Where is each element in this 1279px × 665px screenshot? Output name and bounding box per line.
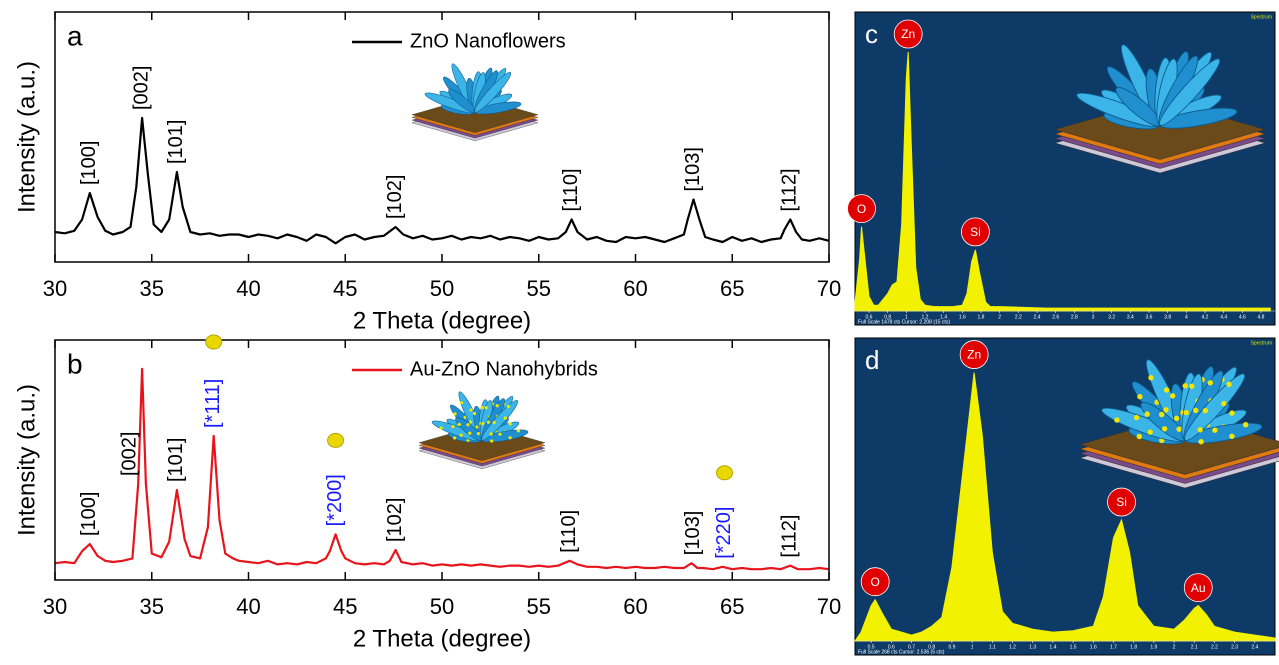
x-tick-label: 70: [817, 594, 841, 619]
x-tick-label: 3.4: [1127, 314, 1134, 320]
panel-label: d: [865, 345, 879, 375]
x-tick-label: 2: [1173, 644, 1176, 650]
x-tick-label: 4: [1185, 314, 1188, 320]
element-label: O: [857, 202, 866, 216]
x-tick-label: 70: [817, 276, 841, 301]
x-tick-label: 1.4: [1049, 644, 1056, 650]
peak-label: [102]: [384, 498, 406, 542]
x-tick-label: 2.3: [1231, 644, 1238, 650]
x-tick-label: 65: [720, 594, 744, 619]
panel-label: c: [865, 19, 878, 49]
x-tick-label: 1.2: [1009, 644, 1016, 650]
x-tick-label: 35: [140, 594, 164, 619]
peak-label: [002]: [119, 432, 141, 476]
peak-label: [100]: [78, 492, 100, 536]
gold-particle-icon: [717, 466, 733, 480]
x-tick-label: 2.2: [1015, 314, 1022, 320]
page: ZnO Nanoflowers 30 35 40 45 50 55 60 65 70 2 Theta…: [0, 0, 1279, 665]
peak-label: [101]: [165, 120, 187, 164]
panel-label: a: [67, 20, 83, 51]
x-tick-label: 50: [430, 276, 454, 301]
x-tick-label: 3.8: [1164, 314, 1171, 320]
x-tick-label: 4.2: [1202, 314, 1209, 320]
x-tick-label: 1.5: [1070, 644, 1077, 650]
x-tick-label: 2.4: [1034, 314, 1041, 320]
x-tick-label: 1.6: [1090, 644, 1097, 650]
x-tick-label: 2.6: [1052, 314, 1059, 320]
x-tick-label: 2.2: [1211, 644, 1218, 650]
x-tick-label: 1.1: [989, 644, 996, 650]
x-tick-label: 1: [971, 644, 974, 650]
gold-particle-icon: [328, 433, 344, 447]
peak-label: [100]: [78, 141, 100, 185]
x-tick-label: 1.8: [978, 314, 985, 320]
x-tick-label: 55: [527, 276, 551, 301]
x-tick-label: 1.7: [1110, 644, 1117, 650]
panel-label: b: [67, 348, 83, 379]
x-tick-label: 2: [998, 314, 1001, 320]
peak-label: [*111]: [202, 379, 224, 428]
x-tick-label: 2.8: [1071, 314, 1078, 320]
x-tick-label: 60: [623, 594, 647, 619]
element-label: Si: [970, 225, 981, 239]
peak-label: [*220]: [713, 507, 735, 559]
peak-label: [110]: [558, 510, 580, 553]
x-tick-label: 50: [430, 594, 454, 619]
nanoflower-inset: [412, 62, 538, 141]
x-tick-label: 0.9: [948, 644, 955, 650]
x-tick-label: 40: [236, 594, 260, 619]
y-axis-title: Intensity (a.u.): [13, 61, 40, 213]
peak-label: [110]: [560, 169, 582, 212]
x-tick-label: 1.8: [1130, 644, 1137, 650]
peak-label: [002]: [130, 66, 152, 110]
peak-label: [112]: [779, 169, 801, 212]
x-tick-label: 3.2: [1108, 314, 1115, 320]
x-tick-label: 4.4: [1220, 314, 1227, 320]
corner-text: Spectrum: [1251, 14, 1272, 20]
element-label: Zn: [901, 27, 915, 41]
nanoflower-inset: [419, 390, 545, 469]
x-tick-label: 65: [720, 276, 744, 301]
x-tick-label: 45: [333, 276, 357, 301]
element-label: Si: [1116, 495, 1127, 509]
peak-label: [102]: [384, 175, 406, 219]
footer-text: Full Scale 1478 cts Cursor: 2.208 (15 ct…: [858, 319, 950, 325]
x-axis-title: 2 Theta (degree): [353, 307, 531, 334]
footer-text: Full Scale 268 cts Cursor: 2.536 (5 cts): [858, 649, 945, 655]
x-tick-label: 30: [43, 276, 67, 301]
x-tick-label: 1.6: [959, 314, 966, 320]
x-axis-title: 2 Theta (degree): [353, 625, 531, 652]
element-label: Zn: [967, 348, 981, 362]
x-tick-label: 40: [236, 276, 260, 301]
x-tick-label: 35: [140, 276, 164, 301]
spectrum-background: [855, 12, 1275, 325]
element-label: O: [871, 575, 880, 589]
peak-label: [*200]: [324, 474, 346, 526]
peak-label: [101]: [165, 438, 187, 482]
x-tick-label: 4.8: [1258, 314, 1265, 320]
x-tick-label: 55: [527, 594, 551, 619]
y-axis-title: Intensity (a.u.): [13, 384, 40, 536]
x-tick-label: 2.4: [1251, 644, 1258, 650]
legend-label: ZnO Nanoflowers: [410, 30, 566, 52]
gold-particle-icon: [206, 335, 222, 349]
x-tick-label: 45: [333, 594, 357, 619]
x-tick-label: 60: [623, 276, 647, 301]
x-tick-label: 3.6: [1146, 314, 1153, 320]
element-label: Au: [1191, 581, 1206, 595]
x-tick-label: 1.9: [1150, 644, 1157, 650]
x-tick-label: 1.3: [1029, 644, 1036, 650]
x-tick-label: 3: [1092, 314, 1095, 320]
peak-label: [103]: [682, 147, 704, 191]
corner-text: Spectrum: [1251, 340, 1272, 346]
figure: ZnO Nanoflowers 30 35 40 45 50 55 60 65 70 2 Theta…: [0, 0, 1279, 665]
peak-label: [103]: [682, 511, 704, 555]
x-tick-label: 30: [43, 594, 67, 619]
x-tick-label: 4.6: [1239, 314, 1246, 320]
peak-label: [112]: [779, 515, 801, 558]
legend-label: Au-ZnO Nanohybrids: [410, 358, 598, 380]
x-tick-label: 2.1: [1191, 644, 1198, 650]
